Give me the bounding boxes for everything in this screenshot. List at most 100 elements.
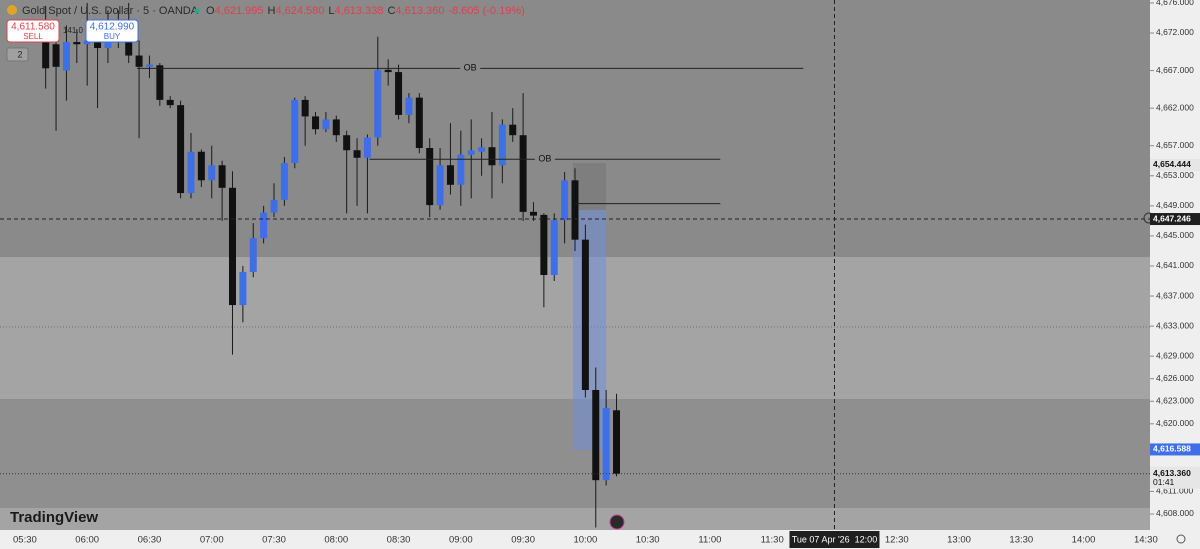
candle-body xyxy=(73,42,81,45)
countdown: 01:41 xyxy=(1153,477,1175,487)
buy-label[interactable]: BUY xyxy=(104,32,121,41)
candle-body xyxy=(613,410,621,474)
candle-body xyxy=(363,137,371,158)
x-tick-label: 14:00 xyxy=(1072,535,1096,546)
x-tick-label: 06:00 xyxy=(75,535,99,546)
candle-body xyxy=(228,187,236,306)
candle-body xyxy=(208,165,216,181)
crosshair-x-tag xyxy=(789,531,880,548)
buy-price[interactable]: 4,612.990 xyxy=(90,22,135,33)
buy-button[interactable]: 4,612.990 BUY xyxy=(85,19,139,43)
x-tick-label: 13:00 xyxy=(947,535,971,546)
candle-body xyxy=(260,212,268,239)
candle-body xyxy=(561,180,569,221)
candle-body xyxy=(343,135,351,151)
candle-body xyxy=(457,154,465,185)
y-tick-label: 4,611.000 xyxy=(1156,486,1193,496)
price-tag-label: 4,654.444 xyxy=(1153,159,1191,169)
candle-body xyxy=(42,20,50,69)
high-value: 4,624.580 xyxy=(275,5,324,17)
open-value: 4,621.995 xyxy=(215,5,264,17)
sell-box[interactable] xyxy=(6,19,60,43)
change: -8.605 (-0.19%) xyxy=(448,5,524,17)
ob-label-bg xyxy=(460,62,481,75)
x-tick-label: 08:30 xyxy=(387,535,411,546)
close-label: C xyxy=(387,5,395,17)
settings[interactable] xyxy=(1176,534,1186,544)
indicators-count[interactable]: 2 xyxy=(17,49,22,59)
brand-logo: TradingView xyxy=(10,509,98,526)
price-tag xyxy=(1150,158,1200,171)
candle-body xyxy=(374,69,382,138)
indicators-toggle[interactable] xyxy=(6,47,29,62)
candle-body xyxy=(166,99,174,106)
candle-body xyxy=(332,119,340,136)
x-tick-label: 11:00 xyxy=(698,535,721,546)
sell-label[interactable]: SELL xyxy=(23,32,43,41)
y-tick-label: 4,623.000 xyxy=(1156,396,1194,406)
y-tick-label: 4,649.000 xyxy=(1156,200,1194,210)
y-tick-label: 4,608.000 xyxy=(1156,508,1194,518)
candle-body xyxy=(498,124,506,166)
candle-body xyxy=(550,220,558,275)
candle-body xyxy=(529,211,537,216)
y-tick-label: 4,626.000 xyxy=(1156,373,1194,383)
y-tick-label: 4,653.000 xyxy=(1156,170,1194,180)
candle-body xyxy=(571,180,579,240)
x-tick-label: 10:00 xyxy=(573,535,597,546)
low-value: 4,613.338 xyxy=(335,5,384,17)
x-tick-label: 10:30 xyxy=(636,535,660,546)
candle-body xyxy=(239,271,247,306)
candle-body xyxy=(384,69,392,73)
y-tick-label: 4,629.000 xyxy=(1156,350,1194,360)
price-axis xyxy=(1150,0,1200,549)
crosshair-y-label: 4,647.246 xyxy=(1153,213,1191,223)
candle-body xyxy=(62,42,70,71)
candle-body xyxy=(353,150,361,158)
buy-box[interactable] xyxy=(85,19,139,43)
ob-label: OB xyxy=(538,154,551,164)
symbol-title: Gold Spot / U.S. Dollar · 5 · OANDA xyxy=(22,5,199,17)
candle-body xyxy=(83,40,91,45)
close-value: 4,613.360 xyxy=(395,5,444,17)
crosshair-y-tag xyxy=(1150,213,1200,226)
sell-price[interactable]: 4,611.580 xyxy=(11,22,55,33)
candle-body xyxy=(519,135,527,212)
candle-body xyxy=(581,239,589,390)
y-tick-label: 4,662.000 xyxy=(1156,102,1194,112)
candle-body xyxy=(312,116,320,130)
zone-light xyxy=(0,508,1150,530)
candle-body xyxy=(395,72,403,115)
ohlc: O4,621.995 H4,624.580 L4,613.338 C4,613.360… xyxy=(206,5,525,17)
y-tick-label: 4,667.000 xyxy=(1156,65,1194,75)
price-tag xyxy=(1150,443,1200,456)
candle-body xyxy=(270,199,278,213)
last-price-tag xyxy=(1150,466,1200,489)
candle-body xyxy=(436,165,444,206)
candle-body xyxy=(322,119,330,130)
ob-label: OB xyxy=(464,63,477,73)
x-tick-label: 09:30 xyxy=(511,535,535,546)
candle-body xyxy=(415,97,423,148)
candle-body xyxy=(478,147,486,152)
last-price-label: 4,613.360 xyxy=(1153,468,1191,478)
candle-body xyxy=(602,408,610,481)
candle-body xyxy=(187,151,195,194)
ob-label-bg xyxy=(534,153,555,166)
position-target xyxy=(573,210,606,450)
candle-body xyxy=(177,105,185,194)
candle-body xyxy=(218,165,226,188)
event-icon[interactable] xyxy=(609,514,625,530)
x-tick-label: 07:30 xyxy=(262,535,286,546)
candle-body xyxy=(135,55,143,67)
x-tick-label: 14:30 xyxy=(1134,535,1158,546)
market-status xyxy=(194,8,200,14)
low-label: L xyxy=(328,5,334,17)
candle-body xyxy=(145,64,153,67)
sell-button[interactable]: 4,611.580 SELL xyxy=(6,19,60,43)
price-tag-label: 4,616.588 xyxy=(1153,444,1191,454)
candle-body xyxy=(291,99,299,164)
candle-body xyxy=(52,44,60,67)
